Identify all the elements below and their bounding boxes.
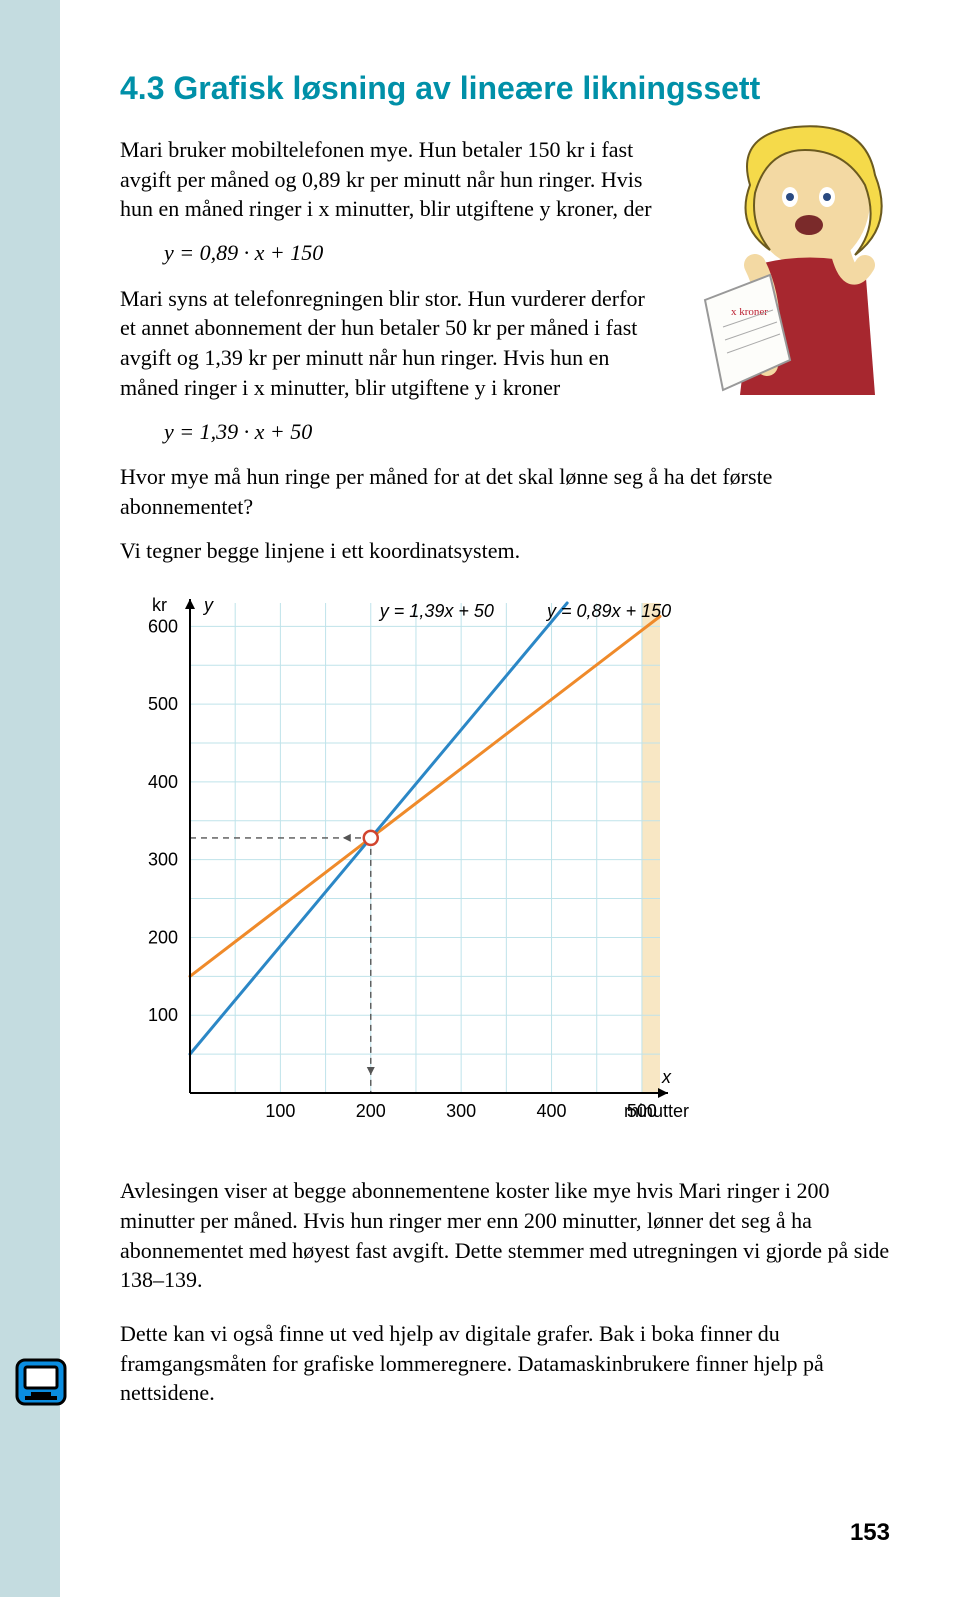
svg-text:400: 400 [148, 772, 178, 792]
line-chart: 100200300400500100200300400500600kryxmin… [120, 583, 740, 1143]
svg-text:100: 100 [265, 1101, 295, 1121]
paragraph-2: Mari syns at telefonregningen blir stor.… [120, 284, 660, 403]
svg-text:200: 200 [356, 1101, 386, 1121]
svg-text:y = 1,39x + 50: y = 1,39x + 50 [378, 601, 494, 621]
paragraph-3: Hvor mye må hun ringe per måned for at d… [120, 462, 890, 521]
woman-with-bill-illustration: x kroner [695, 115, 910, 395]
svg-text:kr: kr [152, 595, 167, 615]
svg-text:400: 400 [537, 1101, 567, 1121]
svg-text:100: 100 [148, 1005, 178, 1025]
svg-text:x: x [661, 1067, 672, 1087]
svg-text:x kroner: x kroner [731, 306, 768, 318]
svg-text:300: 300 [446, 1101, 476, 1121]
svg-text:600: 600 [148, 617, 178, 637]
section-heading: 4.3 Grafisk løsning av lineære likningss… [120, 70, 890, 107]
svg-text:300: 300 [148, 850, 178, 870]
svg-text:500: 500 [148, 694, 178, 714]
computer-icon [15, 1358, 67, 1406]
chart-container: 100200300400500100200300400500600kryxmin… [120, 583, 890, 1148]
page-number: 153 [850, 1519, 890, 1547]
paragraph-1: Mari bruker mobiltelefonen mye. Hun beta… [120, 135, 660, 224]
svg-text:200: 200 [148, 928, 178, 948]
svg-text:y = 0,89x + 150: y = 0,89x + 150 [545, 601, 671, 621]
svg-text:minutter: minutter [624, 1101, 689, 1121]
svg-text:y: y [202, 595, 214, 615]
equation-2: y = 1,39 · x + 50 [164, 417, 890, 447]
paragraph-5: Avlesingen viser at begge abonnementene … [120, 1176, 890, 1295]
paragraph-4: Vi tegner begge linjene i ett koordinats… [120, 536, 890, 566]
paragraph-6: Dette kan vi også finne ut ved hjelp av … [120, 1319, 890, 1408]
